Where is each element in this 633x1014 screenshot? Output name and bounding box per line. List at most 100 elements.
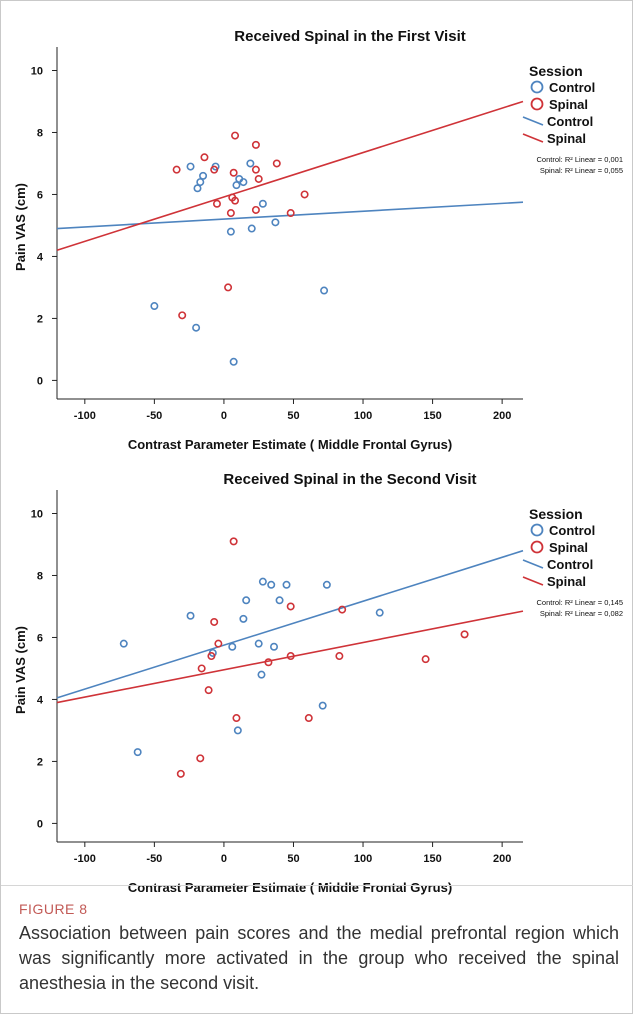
legend-line-control (522, 559, 544, 569)
y-tick-label: 6 (37, 632, 43, 644)
x-tick-label: 0 (221, 410, 227, 422)
legend-marker-control (530, 523, 544, 537)
caption-divider (1, 885, 633, 886)
data-point-spinal (254, 174, 263, 183)
y-tick-label: 8 (37, 570, 43, 582)
legend-marker-control (530, 80, 544, 94)
data-point-control (186, 611, 195, 620)
data-point-control (186, 162, 195, 171)
x-axis-label: Contrast Parameter Estimate ( Middle Fro… (128, 880, 452, 895)
fit-line-control (56, 549, 524, 699)
data-point-control (267, 580, 276, 589)
data-point-spinal (421, 655, 430, 664)
y-tick-label: 0 (37, 818, 43, 830)
x-tick-label: -50 (146, 410, 162, 422)
legend-marker-label: Spinal (549, 97, 588, 112)
y-tick-label: 2 (37, 756, 43, 768)
data-point-control (258, 577, 267, 586)
data-point-spinal (210, 617, 219, 626)
data-point-control (228, 642, 237, 651)
data-point-spinal (286, 209, 295, 218)
data-point-spinal (460, 630, 469, 639)
data-point-control (320, 286, 329, 295)
data-point-control (193, 184, 202, 193)
data-point-spinal (272, 159, 281, 168)
x-tick-label: 50 (287, 410, 299, 422)
legend-marker-label: Spinal (549, 540, 588, 555)
figure-caption: FIGURE 8 Association between pain scores… (19, 901, 619, 996)
data-point-spinal (251, 140, 260, 149)
data-point-spinal (214, 639, 223, 648)
data-point-control (239, 178, 248, 187)
figure-caption-text: Association between pain scores and the … (19, 923, 619, 993)
y-tick-label: 10 (31, 65, 43, 77)
x-tick-label: 50 (287, 853, 299, 865)
data-point-control (133, 748, 142, 757)
fit-line-spinal (56, 100, 524, 252)
data-point-spinal (300, 190, 309, 199)
data-point-control (232, 181, 241, 190)
legend-fit-note: Control: R² Linear = 0,145 (536, 598, 623, 607)
data-point-control (246, 159, 255, 168)
data-point-spinal (251, 205, 260, 214)
data-point-spinal (251, 165, 260, 174)
legend-line-spinal (522, 576, 544, 586)
data-point-control (239, 614, 248, 623)
data-point-spinal (212, 199, 221, 208)
scatter-chart-first-visit: Received Spinal in the First Visit 0 2 4 6 8 1… (13, 28, 623, 452)
y-tick-label: 10 (31, 508, 43, 520)
data-point-control (271, 218, 280, 227)
legend-marker-label: Control (549, 80, 595, 95)
data-point-spinal (210, 165, 219, 174)
data-point-spinal (335, 652, 344, 661)
y-tick-label: 6 (37, 189, 43, 201)
data-point-spinal (204, 686, 213, 695)
y-tick-label: 8 (37, 127, 43, 139)
data-point-control (275, 596, 284, 605)
data-point-spinal (229, 537, 238, 546)
legend-marker-label: Control (549, 523, 595, 538)
data-point-spinal (200, 153, 209, 162)
x-tick-label: 100 (354, 853, 372, 865)
y-tick-label: 4 (37, 694, 44, 706)
data-point-spinal (207, 652, 216, 661)
data-point-control (258, 199, 267, 208)
data-point-control (247, 224, 256, 233)
legend-title: Session (529, 506, 583, 522)
data-point-control (150, 302, 159, 311)
x-tick-label: 150 (423, 410, 441, 422)
legend-marker-spinal (530, 97, 544, 111)
x-axis-label: Contrast Parameter Estimate ( Middle Fro… (128, 437, 452, 452)
x-tick-label: 100 (354, 410, 372, 422)
x-tick-label: 150 (423, 853, 441, 865)
fit-line-spinal (56, 610, 524, 704)
legend-line-label: Spinal (547, 131, 586, 146)
figure-label: FIGURE 8 (19, 901, 88, 917)
data-point-spinal (172, 165, 181, 174)
data-point-control (233, 726, 242, 735)
data-point-spinal (197, 664, 206, 673)
legend-line-label: Control (547, 114, 593, 129)
data-point-spinal (229, 168, 238, 177)
fit-line-control (56, 201, 524, 230)
data-point-spinal (224, 283, 233, 292)
data-point-control (226, 227, 235, 236)
x-tick-label: 200 (493, 410, 511, 422)
data-point-control (254, 639, 263, 648)
chart-title: Received Spinal in the First Visit (234, 28, 465, 45)
data-point-control (322, 580, 331, 589)
legend-marker-spinal (530, 540, 544, 554)
legend-fit-note: Spinal: R² Linear = 0,055 (540, 166, 623, 175)
data-point-spinal (304, 714, 313, 723)
data-point-control (375, 608, 384, 617)
y-axis-label: Pain VAS (cm) (13, 626, 28, 714)
x-tick-label: 200 (493, 853, 511, 865)
x-tick-label: 0 (221, 853, 227, 865)
data-point-spinal (286, 602, 295, 611)
y-tick-label: 0 (37, 375, 43, 387)
y-axis-label: Pain VAS (cm) (13, 183, 28, 271)
x-tick-label: -100 (74, 853, 96, 865)
legend-line-spinal (522, 133, 544, 143)
legend-fit-note: Control: R² Linear = 0,001 (536, 155, 623, 164)
